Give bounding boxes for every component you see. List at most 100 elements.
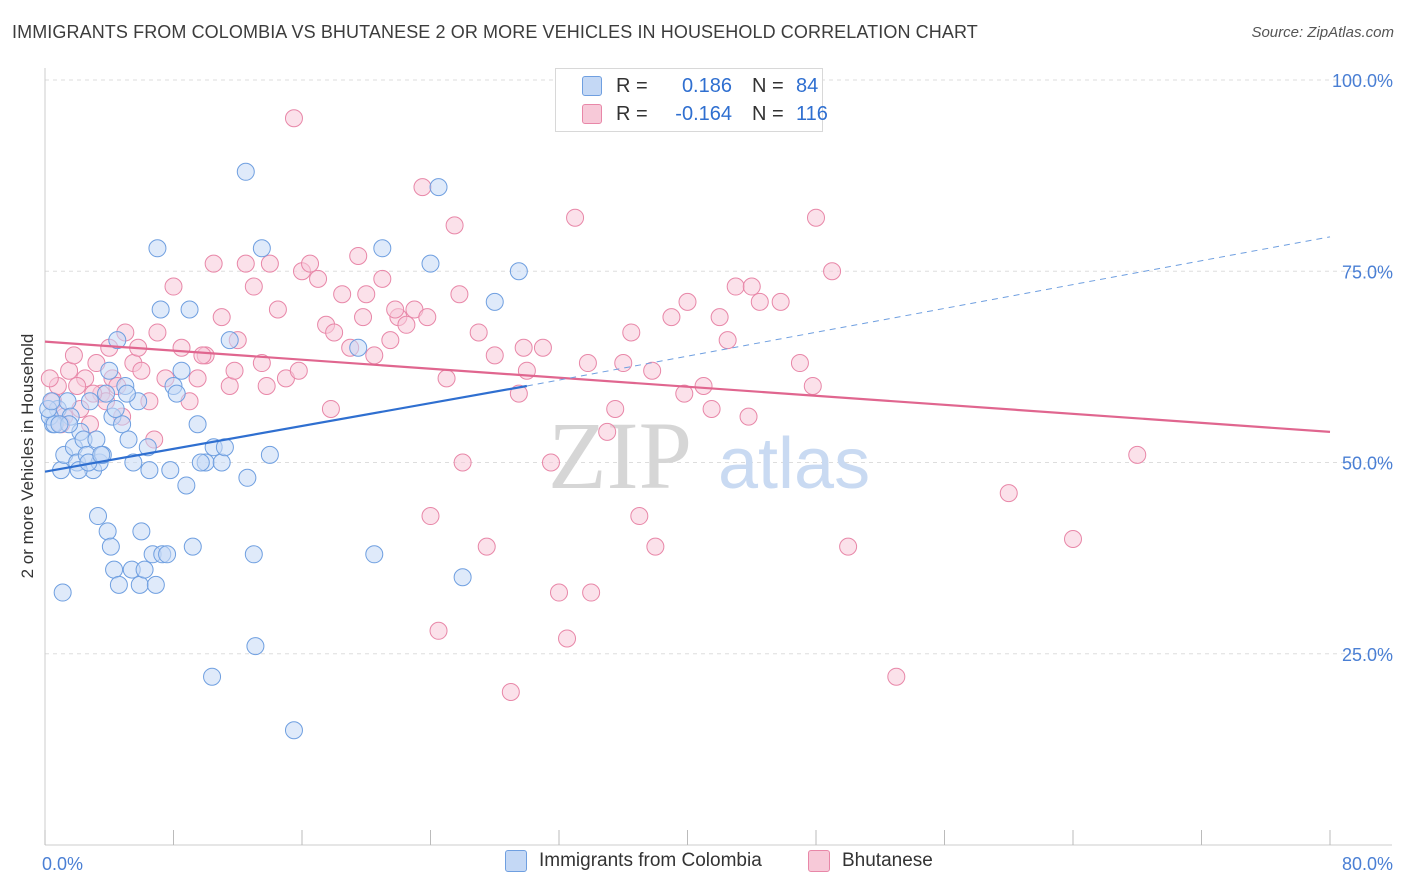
bhutanese-point (662, 308, 681, 327)
bhutanese-point (718, 331, 737, 350)
bhutanese-point (148, 323, 167, 342)
bhutanese-point (354, 308, 373, 327)
colombia-point (108, 331, 127, 350)
bhutanese-point (429, 621, 448, 640)
colombia-point (284, 721, 303, 740)
bhutanese-trendline (44, 340, 1331, 433)
bhutanese-point (386, 300, 405, 319)
bhutanese-point (675, 384, 694, 403)
bhutanese-point (582, 583, 601, 602)
bhutanese-point (309, 269, 328, 288)
legend-r-label: R = (616, 102, 648, 125)
bhutanese-point (413, 178, 432, 197)
bhutanese-point (1128, 445, 1147, 464)
watermark-zip: ZIP (548, 402, 692, 509)
colombia-point (58, 392, 77, 411)
bhutanese-point (365, 346, 384, 365)
colombia-point (97, 384, 116, 403)
bhutanese-point (742, 277, 761, 296)
bhutanese-point (823, 262, 842, 281)
legend-r-value-bhutanese: -0.164 (675, 102, 732, 125)
bhutanese-point (188, 369, 207, 388)
bottom-swatch-colombia (505, 850, 527, 872)
colombia-point (421, 254, 440, 273)
colombia-point (161, 461, 180, 480)
bhutanese-point (630, 507, 649, 526)
bhutanese-point (710, 308, 729, 327)
bhutanese-point (381, 331, 400, 350)
legend-n-label: N = (752, 102, 784, 125)
bhutanese-point (445, 216, 464, 235)
bhutanese-point (807, 208, 825, 227)
bhutanese-point (606, 399, 625, 418)
legend-r-label: R = (616, 74, 648, 97)
bhutanese-point (790, 354, 809, 373)
colombia-point (349, 338, 368, 357)
colombia-point (87, 430, 106, 449)
bhutanese-point (333, 285, 352, 304)
colombia-point (191, 453, 210, 472)
bhutanese-point (999, 484, 1018, 503)
bhutanese-point (373, 269, 392, 288)
bhutanese-point (252, 354, 271, 373)
colombia-point (177, 476, 196, 495)
bhutanese-point (558, 629, 577, 648)
bhutanese-point (172, 338, 191, 357)
legend-n-value-colombia: 84 (796, 74, 819, 97)
bhutanese-point (469, 323, 488, 342)
bhutanese-point (268, 300, 287, 319)
bhutanese-point (726, 277, 745, 296)
bhutanese-point (225, 361, 244, 380)
watermark: ZIP atlas (548, 402, 870, 509)
bottom-swatch-bhutanese (808, 850, 830, 872)
colombia-point (98, 522, 117, 541)
colombia-point (53, 583, 72, 602)
bhutanese-point (803, 377, 822, 395)
bhutanese-point (397, 315, 416, 334)
colombia-point (101, 537, 120, 556)
colombia-point (365, 545, 384, 564)
colombia-point (146, 575, 165, 594)
colombia-trendline-extension (526, 236, 1331, 387)
bhutanese-point (321, 399, 340, 418)
bhutanese-point (284, 109, 303, 128)
colombia-point (485, 292, 504, 311)
bhutanese-point (622, 323, 641, 342)
bhutanese-point (257, 377, 276, 395)
colombia-point (100, 361, 119, 380)
x-tick-label-max: 80.0% (1342, 854, 1393, 874)
bhutanese-point (244, 277, 263, 296)
bhutanese-point (60, 361, 79, 380)
bhutanese-point (1064, 530, 1082, 548)
bhutanese-point (301, 254, 320, 273)
colombia-point (124, 453, 143, 472)
colombia-point (158, 545, 177, 564)
legend-r-value-colombia: 0.186 (681, 74, 732, 97)
source-credit: Source: ZipAtlas.com (1251, 24, 1394, 41)
legend-swatch-bhutanese (582, 104, 602, 124)
x-tick-label-min: 0.0% (42, 854, 83, 874)
colombia-point (105, 560, 124, 579)
colombia-point (188, 415, 207, 434)
colombia-point (244, 545, 263, 564)
colombia-point (238, 468, 257, 487)
bhutanese-point (485, 346, 504, 365)
colombia-point (509, 262, 528, 281)
y-tick-label: 100.0% (1332, 71, 1393, 91)
colombia-point (236, 162, 255, 181)
bhutanese-point (325, 323, 344, 342)
bhutanese-point (541, 453, 560, 472)
y-tick-label: 75.0% (1342, 262, 1393, 282)
colombia-point (148, 239, 167, 258)
bhutanese-point (750, 292, 769, 311)
colombia-point (453, 568, 472, 587)
bottom-legend-bhutanese: Bhutanese (808, 850, 933, 872)
y-tick-label: 50.0% (1342, 454, 1393, 474)
colombia-point (220, 331, 239, 350)
y-tick-label: 25.0% (1342, 645, 1393, 665)
bhutanese-points (40, 71, 1147, 701)
colombia-point (183, 537, 202, 556)
bhutanese-point (678, 292, 697, 311)
bhutanese-point (68, 377, 87, 395)
